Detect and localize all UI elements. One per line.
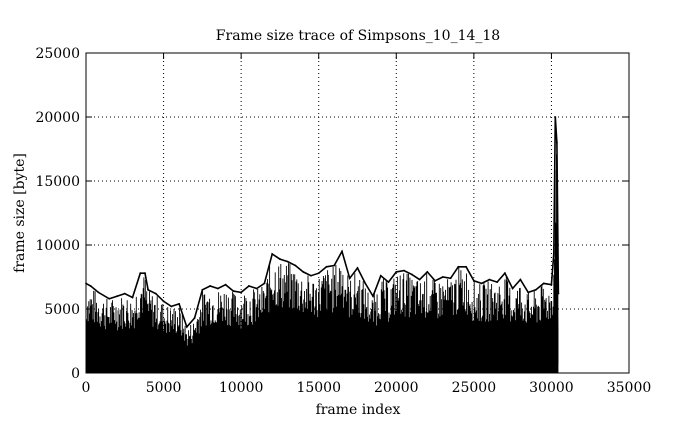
x-tick-label: 35000 bbox=[607, 380, 652, 396]
data-point bbox=[310, 274, 312, 277]
data-point bbox=[449, 277, 452, 280]
data-point bbox=[535, 288, 537, 291]
data-point bbox=[255, 287, 258, 290]
data-point bbox=[364, 282, 367, 285]
data-point bbox=[480, 282, 483, 285]
data-point bbox=[302, 270, 305, 273]
data-point bbox=[248, 285, 250, 287]
data-point bbox=[441, 276, 444, 278]
data-point bbox=[185, 326, 188, 328]
data-point bbox=[116, 295, 118, 298]
x-tick-label: 10000 bbox=[219, 380, 264, 396]
data-point bbox=[341, 250, 343, 253]
data-point bbox=[426, 270, 429, 273]
y-tick-label: 5000 bbox=[44, 302, 80, 318]
data-point bbox=[434, 279, 436, 282]
data-point bbox=[240, 291, 243, 294]
data-point bbox=[496, 281, 499, 284]
data-point bbox=[472, 279, 475, 282]
x-tick-label: 25000 bbox=[452, 380, 497, 396]
data-point bbox=[403, 269, 405, 272]
x-tick-label: 5000 bbox=[146, 380, 182, 396]
data-point bbox=[279, 258, 281, 260]
data-point bbox=[418, 278, 421, 281]
data-point bbox=[123, 292, 126, 295]
data-point bbox=[170, 305, 173, 308]
data-point bbox=[387, 281, 390, 284]
y-tick-labels: 0 5000 10000 15000 20000 25000 bbox=[35, 46, 80, 382]
data-point bbox=[178, 302, 180, 305]
data-point bbox=[527, 291, 530, 294]
series-line bbox=[85, 116, 560, 329]
plot-area bbox=[85, 116, 560, 373]
data-point bbox=[209, 285, 212, 287]
x-tick-label: 30000 bbox=[529, 380, 574, 396]
data-point bbox=[410, 273, 413, 276]
data-point bbox=[201, 288, 204, 291]
data-point bbox=[162, 300, 165, 303]
data-point bbox=[271, 253, 274, 255]
plot-frame bbox=[85, 52, 630, 374]
y-axis-label: frame size [byte] bbox=[12, 153, 28, 273]
data-point bbox=[519, 278, 522, 281]
data-point bbox=[224, 283, 227, 286]
data-point bbox=[286, 260, 289, 263]
data-point bbox=[263, 282, 266, 285]
data-point bbox=[131, 296, 134, 299]
data-point bbox=[557, 292, 560, 295]
data-point bbox=[550, 283, 553, 286]
data-point bbox=[108, 297, 111, 300]
chart-title: Frame size trace of Simpsons_10_14_18 bbox=[216, 28, 500, 44]
data-point bbox=[154, 292, 157, 295]
data-point bbox=[356, 267, 359, 269]
x-tick-label: 0 bbox=[82, 380, 91, 396]
data-point bbox=[555, 141, 558, 144]
data-point bbox=[333, 264, 336, 267]
data-point bbox=[554, 116, 557, 118]
data-point bbox=[144, 272, 146, 275]
data-point bbox=[395, 270, 398, 273]
data-point bbox=[89, 285, 92, 287]
data-point bbox=[139, 272, 142, 275]
data-point bbox=[488, 278, 491, 281]
x-axis-label: frame index bbox=[316, 402, 401, 418]
y-tick-label: 15000 bbox=[35, 174, 80, 190]
y-tick-label: 25000 bbox=[35, 46, 80, 62]
x-tick-label: 20000 bbox=[374, 380, 419, 396]
data-point bbox=[97, 291, 100, 294]
data-point bbox=[503, 272, 506, 275]
y-tick-label: 20000 bbox=[35, 110, 80, 126]
data-point bbox=[294, 264, 297, 267]
y-tick-label: 0 bbox=[71, 366, 80, 382]
data-point bbox=[216, 287, 219, 290]
data-point bbox=[317, 272, 320, 275]
data-point bbox=[379, 274, 382, 277]
data-point bbox=[511, 287, 514, 290]
data-point bbox=[457, 265, 460, 268]
data-point bbox=[542, 282, 545, 285]
data-point bbox=[147, 288, 149, 291]
data-point bbox=[325, 265, 328, 268]
data-point bbox=[193, 317, 196, 319]
series-spikes bbox=[85, 154, 559, 373]
data-point bbox=[552, 253, 555, 255]
data-point bbox=[232, 290, 235, 292]
x-tick-labels: 0 5000 10000 15000 20000 25000 30000 35000 bbox=[82, 380, 652, 396]
x-tick-label: 15000 bbox=[296, 380, 341, 396]
y-tick-label: 10000 bbox=[35, 238, 80, 254]
data-point bbox=[348, 277, 351, 280]
data-point bbox=[465, 265, 467, 268]
tick-marks bbox=[85, 52, 630, 374]
data-point bbox=[372, 295, 374, 298]
